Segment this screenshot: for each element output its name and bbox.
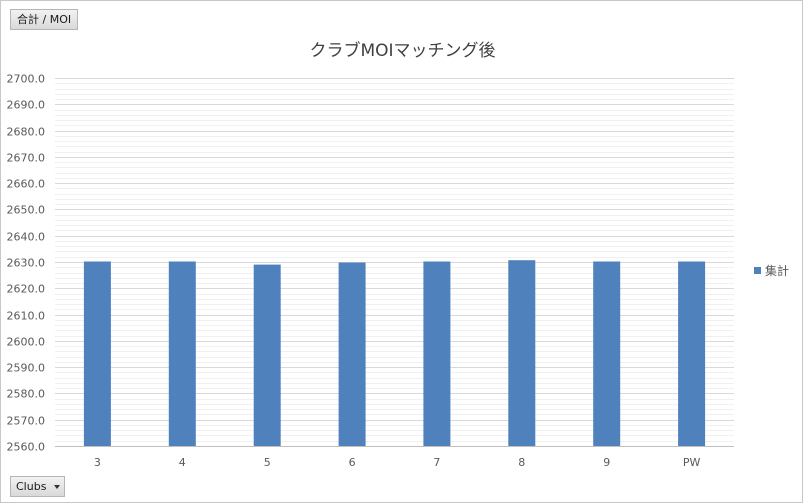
x-tick-label: 3 [94,456,101,469]
y-tick-label: 2630.0 [7,257,46,270]
y-tick-label: 2600.0 [7,336,46,349]
y-tick-label: 2640.0 [7,231,46,244]
bar [678,261,706,446]
x-tick-label: 8 [518,456,525,469]
axis-field-label: Clubs [16,480,47,493]
y-tick-label: 2680.0 [7,126,46,139]
legend-label: 集計 [765,264,790,278]
y-tick-label: 2690.0 [7,99,46,112]
chart-title: クラブMOIマッチング後 [309,41,496,61]
axis-field-button[interactable]: Clubs [10,476,66,497]
bar [253,264,281,446]
y-tick-label: 2580.0 [7,388,46,401]
value-field-button[interactable]: 合計 / MOI [10,9,79,30]
bar [168,261,196,446]
bar [593,261,621,446]
x-tick-label: 7 [433,456,440,469]
x-tick-label: 6 [349,456,356,469]
y-tick-label: 2650.0 [7,204,46,217]
legend[interactable]: 集計 [754,262,789,279]
y-tick-label: 2590.0 [7,362,46,375]
legend-swatch [754,267,761,274]
y-tick-label: 2570.0 [7,415,46,428]
bar [508,260,536,446]
y-tick-label: 2610.0 [7,310,46,323]
x-tick-label: PW [683,456,701,469]
y-tick-label: 2700.0 [7,73,46,86]
x-tick-label: 9 [603,456,610,469]
bar [423,261,451,446]
y-tick-label: 2670.0 [7,152,46,165]
x-tick-label: 4 [179,456,186,469]
bar [338,262,366,446]
bar [83,261,111,446]
dropdown-arrow-icon [54,484,61,489]
x-tick-label: 5 [264,456,271,469]
y-tick-label: 2620.0 [7,283,46,296]
y-tick-label: 2560.0 [7,441,46,454]
y-tick-label: 2660.0 [7,178,46,191]
